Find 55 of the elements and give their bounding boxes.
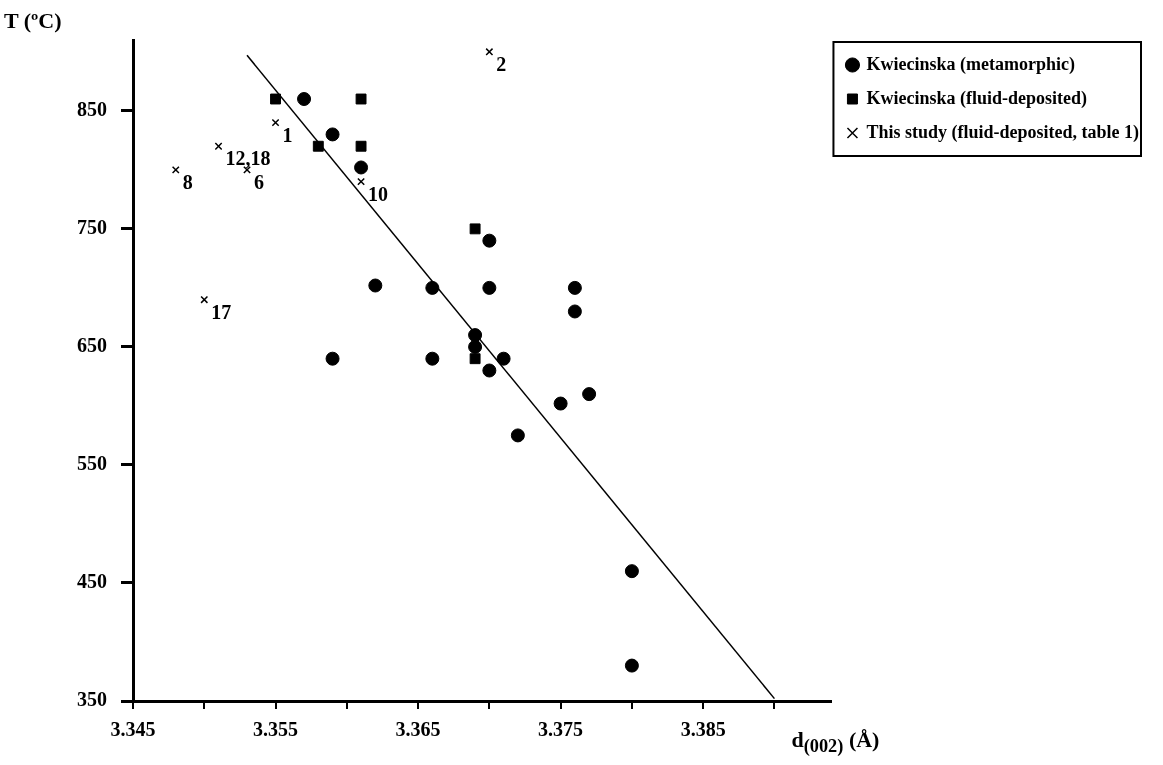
y-axis-title: T (ºC): [4, 8, 62, 34]
point: [355, 93, 367, 105]
point: [553, 396, 568, 411]
point: [354, 160, 369, 175]
point: [214, 142, 223, 151]
point: [325, 127, 340, 142]
y-tick-label: 650: [77, 334, 107, 357]
point: [357, 177, 365, 186]
annotation: 2: [496, 52, 507, 75]
point: [624, 658, 639, 673]
legend-label: Kwiecinska (fluid-deposited): [866, 87, 1087, 109]
point: [368, 278, 383, 293]
annotation: 10: [368, 182, 389, 205]
x-tick-label: 3.365: [395, 718, 441, 741]
point: [355, 140, 367, 152]
y-tick-label: 850: [77, 97, 107, 120]
point: [270, 93, 281, 105]
point: [567, 280, 582, 295]
legend-label: Kwiecinska (metamorphic): [866, 53, 1075, 75]
y-tick-label: 350: [77, 688, 107, 711]
x-axis-title: d$_{(002)}$ (Å): [791, 727, 880, 758]
point: [312, 140, 324, 152]
point: [325, 351, 340, 366]
point: [582, 387, 597, 402]
point: [482, 280, 497, 295]
legend-label: This study (fluid-deposited, table 1): [866, 121, 1140, 143]
x-tick-label: 3.355: [253, 718, 299, 741]
point: [468, 328, 483, 343]
x-tick-label: 3.385: [680, 718, 726, 741]
x-tick-label: 3.375: [538, 718, 584, 741]
point: [425, 351, 440, 366]
annotation: 8: [182, 171, 193, 194]
annotation: 6: [254, 171, 265, 194]
x-tick-label: 3.345: [110, 718, 156, 741]
point: [482, 363, 497, 378]
point: [485, 47, 494, 56]
point: [496, 351, 511, 366]
y-tick-label: 550: [77, 452, 107, 475]
y-tick-label: 750: [77, 216, 107, 239]
point: [567, 304, 582, 319]
point: [271, 118, 280, 127]
point: [468, 339, 483, 354]
point: [297, 92, 312, 107]
annotation: 17: [211, 300, 232, 323]
point: [469, 223, 481, 235]
y-tick-label: 450: [77, 570, 107, 593]
point: [510, 428, 525, 443]
point: [200, 295, 209, 304]
point: [425, 280, 440, 295]
annotation: 12,18: [225, 147, 271, 170]
point: [624, 564, 639, 579]
point: [469, 353, 481, 365]
point: [171, 165, 180, 174]
point: [482, 233, 497, 248]
annotation: 1: [282, 123, 293, 146]
